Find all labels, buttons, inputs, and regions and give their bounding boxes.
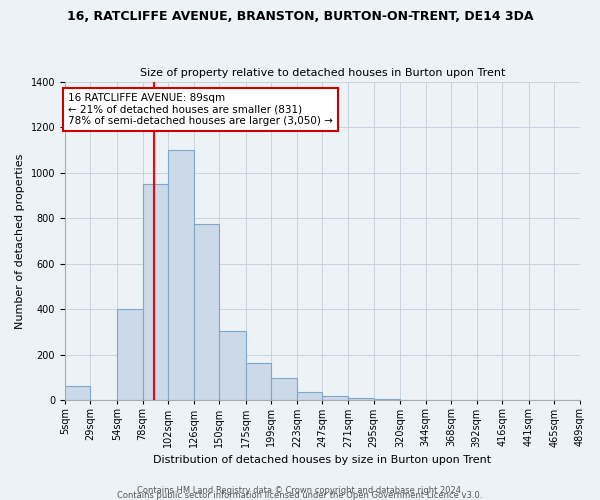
Bar <box>117 310 143 400</box>
Bar <box>219 331 246 400</box>
Title: Size of property relative to detached houses in Burton upon Trent: Size of property relative to detached ho… <box>140 68 505 78</box>
Text: Contains HM Land Registry data © Crown copyright and database right 2024.: Contains HM Land Registry data © Crown c… <box>137 486 463 495</box>
Bar <box>271 378 297 400</box>
Bar <box>143 184 168 400</box>
Text: 16 RATCLIFFE AVENUE: 89sqm
← 21% of detached houses are smaller (831)
78% of sem: 16 RATCLIFFE AVENUE: 89sqm ← 21% of deta… <box>68 93 333 126</box>
Bar <box>322 396 348 400</box>
Bar <box>246 363 271 401</box>
Y-axis label: Number of detached properties: Number of detached properties <box>15 154 25 328</box>
Text: 16, RATCLIFFE AVENUE, BRANSTON, BURTON-ON-TRENT, DE14 3DA: 16, RATCLIFFE AVENUE, BRANSTON, BURTON-O… <box>67 10 533 23</box>
Bar <box>65 386 91 400</box>
Bar <box>168 150 194 401</box>
Bar <box>348 398 374 400</box>
X-axis label: Distribution of detached houses by size in Burton upon Trent: Distribution of detached houses by size … <box>154 455 491 465</box>
Bar <box>297 392 322 400</box>
Bar <box>374 399 400 400</box>
Bar <box>194 224 219 400</box>
Text: Contains public sector information licensed under the Open Government Licence v3: Contains public sector information licen… <box>118 491 482 500</box>
